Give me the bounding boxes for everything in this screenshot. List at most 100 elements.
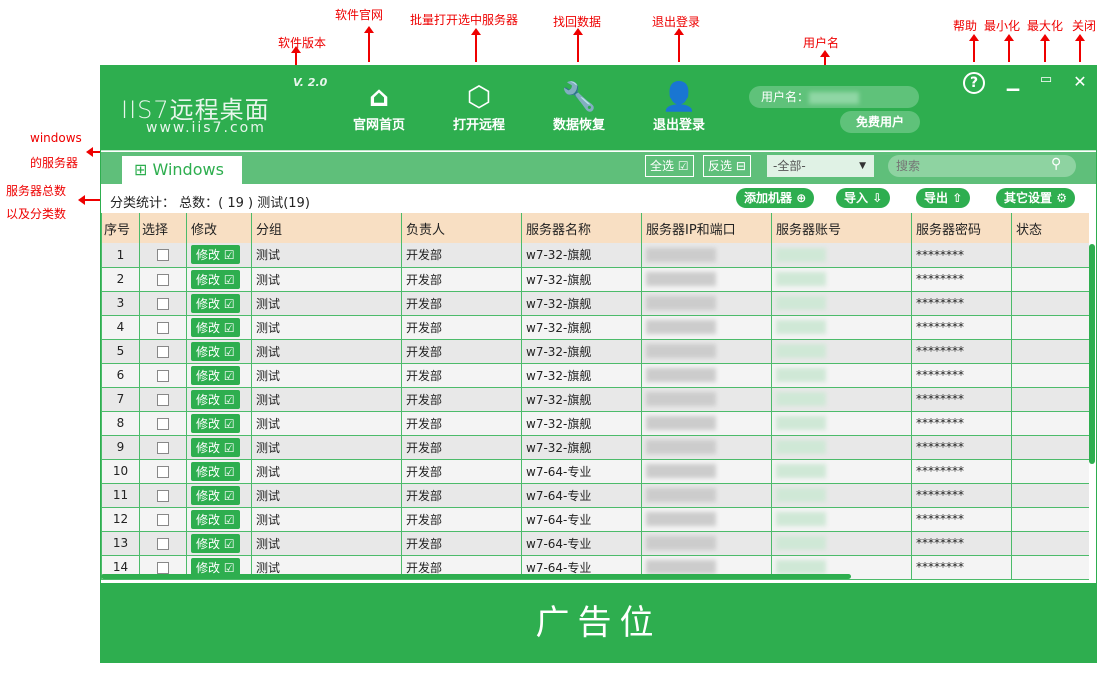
other-settings-button[interactable]: 其它设置 ⚙ (996, 188, 1075, 208)
table-row[interactable]: 9 修改 ☑ 测试 开发部 w7-32-旗舰 ******** (101, 435, 1089, 460)
table-row[interactable]: 8 修改 ☑ 测试 开发部 w7-32-旗舰 ******** (101, 411, 1089, 436)
account-cell (771, 363, 912, 388)
search-icon[interactable]: ⚲ (1051, 156, 1062, 172)
server-name-cell: w7-64-专业 (521, 507, 642, 532)
table-row[interactable]: 11 修改 ☑ 测试 开发部 w7-64-专业 ******** (101, 483, 1089, 508)
select-all-button[interactable]: 全选 ☑ (645, 155, 694, 177)
row-checkbox[interactable] (157, 249, 169, 262)
blurred-ip (646, 512, 716, 527)
blurred-ip (646, 416, 716, 431)
ip-port-cell (641, 483, 772, 508)
edit-button[interactable]: 修改 ☑ (191, 461, 240, 481)
nav-label: 打开远程 (452, 118, 505, 133)
column-header: 服务器名称 (521, 213, 642, 243)
edit-icon: ☑ (223, 560, 235, 575)
nav-home[interactable]: ⌂ 官网首页 (339, 80, 419, 133)
table-row[interactable]: 2 修改 ☑ 测试 开发部 w7-32-旗舰 ******** (101, 267, 1089, 292)
edit-icon: ☑ (223, 536, 235, 551)
edit-button[interactable]: 修改 ☑ (191, 533, 240, 553)
server-name-cell: w7-32-旗舰 (521, 291, 642, 316)
select-cell (139, 411, 187, 436)
edit-button[interactable]: 修改 ☑ (191, 485, 240, 505)
add-machine-button[interactable]: 添加机器 ⊕ (736, 188, 815, 208)
row-checkbox[interactable] (157, 321, 169, 334)
edit-label: 修改 (196, 296, 221, 311)
server-name-cell: w7-32-旗舰 (521, 315, 642, 340)
nav-label: 数据恢复 (552, 118, 605, 133)
group-cell: 测试 (251, 363, 402, 388)
table-row[interactable]: 7 修改 ☑ 测试 开发部 w7-32-旗舰 ******** (101, 387, 1089, 412)
edit-button[interactable]: 修改 ☑ (191, 365, 240, 385)
edit-button[interactable]: 修改 ☑ (191, 437, 240, 457)
row-checkbox[interactable] (157, 393, 169, 406)
user-icon: 👤 (661, 80, 697, 113)
table-row[interactable]: 10 修改 ☑ 测试 开发部 w7-64-专业 ******** (101, 459, 1089, 484)
annotation-count-2: 以及分类数 (6, 207, 67, 221)
table-row[interactable]: 12 修改 ☑ 测试 开发部 w7-64-专业 ******** (101, 507, 1089, 532)
vertical-scrollbar[interactable] (1089, 244, 1095, 464)
row-checkbox[interactable] (157, 417, 169, 430)
row-checkbox[interactable] (157, 465, 169, 478)
group-filter-dropdown[interactable]: -全部- ▼ (767, 155, 874, 177)
blurred-account (776, 392, 826, 407)
row-checkbox[interactable] (157, 561, 169, 574)
edit-cell: 修改 ☑ (186, 435, 252, 460)
ip-port-cell (641, 363, 772, 388)
table-row[interactable]: 5 修改 ☑ 测试 开发部 w7-32-旗舰 ******** (101, 339, 1089, 364)
row-checkbox[interactable] (157, 273, 169, 286)
horizontal-scrollbar[interactable] (101, 574, 851, 579)
table-row[interactable]: 13 修改 ☑ 测试 开发部 w7-64-专业 ******** (101, 531, 1089, 556)
ip-port-cell (641, 435, 772, 460)
tab-windows[interactable]: ⊞ Windows (122, 156, 242, 184)
import-button[interactable]: 导入 ⇩ (836, 188, 891, 208)
row-index: 13 (101, 531, 140, 556)
server-name-cell: w7-32-旗舰 (521, 339, 642, 364)
plus-circle-icon: ⊕ (796, 191, 807, 205)
nav-open-remote[interactable]: ⬡ 打开远程 (439, 80, 519, 133)
edit-button[interactable]: 修改 ☑ (191, 245, 240, 265)
row-checkbox[interactable] (157, 537, 169, 550)
edit-button[interactable]: 修改 ☑ (191, 557, 240, 577)
edit-icon: ☑ (223, 416, 235, 431)
status-cell (1011, 411, 1089, 436)
windows-icon: ⊞ (134, 160, 153, 179)
help-button[interactable]: ? (963, 72, 985, 94)
export-button[interactable]: 导出 ⇧ (916, 188, 971, 208)
server-name-cell: w7-32-旗舰 (521, 243, 642, 268)
home-icon: ⌂ (368, 80, 390, 113)
blurred-ip (646, 440, 716, 455)
row-checkbox[interactable] (157, 441, 169, 454)
row-checkbox[interactable] (157, 297, 169, 310)
edit-button[interactable]: 修改 ☑ (191, 509, 240, 529)
edit-button[interactable]: 修改 ☑ (191, 413, 240, 433)
edit-icon: ☑ (223, 440, 235, 455)
edit-button[interactable]: 修改 ☑ (191, 341, 240, 361)
maximize-button[interactable]: ▭ (1039, 72, 1053, 87)
edit-button[interactable]: 修改 ☑ (191, 389, 240, 409)
minimize-button[interactable]: ▁ (1006, 72, 1020, 91)
row-checkbox[interactable] (157, 369, 169, 382)
table-row[interactable]: 3 修改 ☑ 测试 开发部 w7-32-旗舰 ******** (101, 291, 1089, 316)
edit-button[interactable]: 修改 ☑ (191, 317, 240, 337)
nav-logout[interactable]: 👤 退出登录 (639, 80, 719, 133)
row-checkbox[interactable] (157, 489, 169, 502)
logo: IIS7远程桌面 (121, 90, 270, 125)
table-row[interactable]: 1 修改 ☑ 测试 开发部 w7-32-旗舰 ******** (101, 243, 1089, 268)
ip-port-cell (641, 267, 772, 292)
invert-select-button[interactable]: 反选 ⊟ (703, 155, 751, 177)
edit-button[interactable]: 修改 ☑ (191, 269, 240, 289)
close-button[interactable]: ✕ (1073, 72, 1087, 91)
row-checkbox[interactable] (157, 513, 169, 526)
table-row[interactable]: 4 修改 ☑ 测试 开发部 w7-32-旗舰 ******** (101, 315, 1089, 340)
edit-button[interactable]: 修改 ☑ (191, 293, 240, 313)
username-value-blurred (809, 91, 860, 104)
ip-port-cell (641, 243, 772, 268)
search-input[interactable] (888, 155, 1076, 177)
blurred-account (776, 320, 826, 335)
nav-data-recovery[interactable]: 🔧 数据恢复 (539, 80, 619, 133)
table-row[interactable]: 6 修改 ☑ 测试 开发部 w7-32-旗舰 ******** (101, 363, 1089, 388)
row-checkbox[interactable] (157, 345, 169, 358)
edit-label: 修改 (196, 344, 221, 359)
edit-label: 修改 (196, 392, 221, 407)
blurred-ip (646, 344, 716, 359)
